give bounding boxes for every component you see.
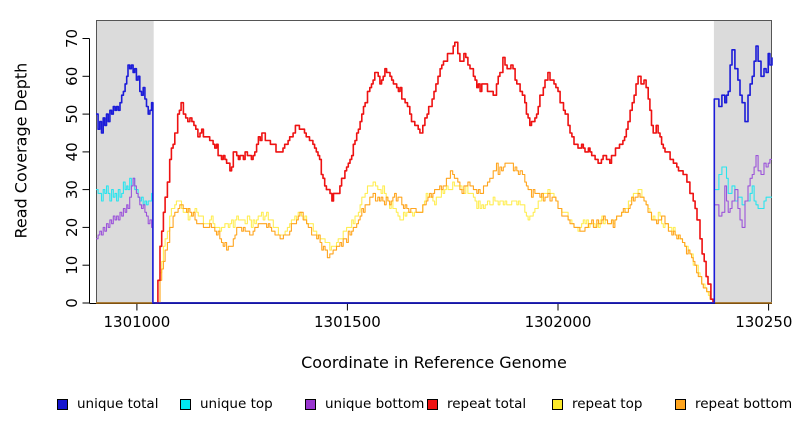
plot-border <box>96 20 772 303</box>
legend-item-unique-top: unique top <box>180 396 273 412</box>
legend-label: unique bottom <box>325 396 425 412</box>
legend-label: repeat top <box>572 396 643 412</box>
legend-swatch-repeat-top <box>552 398 563 410</box>
legend-label: repeat total <box>447 396 527 412</box>
x-tick-label: 1302000 <box>525 313 592 331</box>
legend-item-repeat-bottom: repeat bottom <box>675 396 792 412</box>
legend-label: unique top <box>200 396 273 412</box>
series-line-unique-top <box>96 166 772 304</box>
series-line-unique-total <box>96 45 773 304</box>
unique-region-shade <box>96 20 154 303</box>
y-tick-label: 70 <box>63 29 81 48</box>
legend-item-unique-bottom: unique bottom <box>305 396 424 412</box>
y-tick-label: 30 <box>63 180 81 199</box>
series-line-repeat-total <box>155 41 714 304</box>
series-line-repeat-top <box>157 181 714 304</box>
legend-item-repeat-top: repeat top <box>552 396 642 412</box>
y-tick-label: 0 <box>63 298 81 308</box>
y-axis-title: Read Coverage Depth <box>11 62 31 239</box>
legend-swatch-unique-total <box>57 398 68 410</box>
series-line-unique-bottom <box>96 155 772 304</box>
legend: unique total unique top unique bottom repea… <box>0 396 792 420</box>
x-tick-label: 1301500 <box>314 313 381 331</box>
legend-label: unique total <box>77 396 159 412</box>
unique-region-shade <box>713 20 772 303</box>
legend-label: repeat bottom <box>695 396 792 412</box>
x-axis <box>89 303 772 311</box>
y-tick-label: 40 <box>63 142 81 161</box>
x-tick-label: 1301000 <box>103 313 170 331</box>
legend-swatch-repeat-total <box>427 398 438 410</box>
x-axis-title: Coordinate in Reference Genome <box>301 353 567 372</box>
y-tick-label: 20 <box>63 218 81 237</box>
y-tick-label: 60 <box>63 67 81 86</box>
legend-item-repeat-total: repeat total <box>427 396 526 412</box>
x-tick-label: 1302500 <box>735 313 792 331</box>
y-axis <box>82 38 90 304</box>
series-line-repeat-bottom <box>96 162 772 304</box>
legend-item-unique-total: unique total <box>57 396 158 412</box>
y-tick-label: 10 <box>63 256 81 275</box>
legend-swatch-unique-bottom <box>305 398 316 410</box>
legend-swatch-repeat-bottom <box>675 398 686 410</box>
y-tick-label: 50 <box>63 105 81 124</box>
legend-swatch-unique-top <box>180 398 191 410</box>
